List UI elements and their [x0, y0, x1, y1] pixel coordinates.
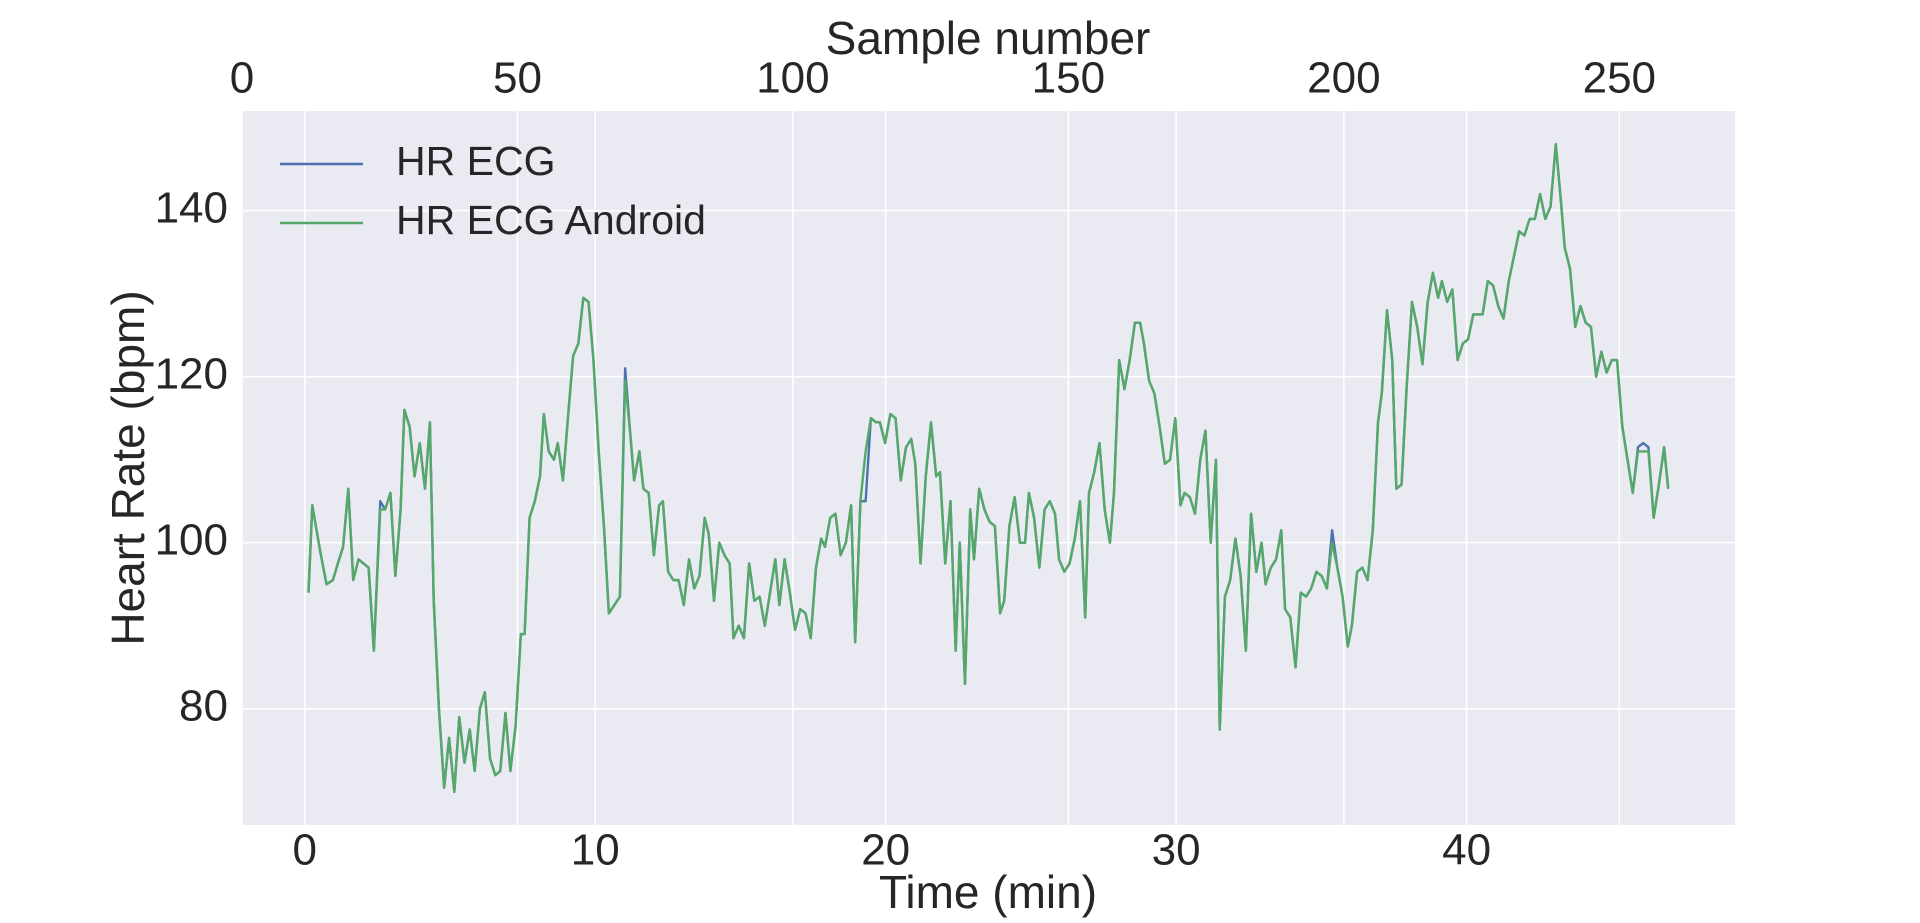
- x-tick-label: 10: [571, 826, 620, 875]
- plot-area: [242, 111, 1735, 825]
- x-tick-label: 20: [861, 826, 910, 875]
- series-line: [307, 143, 1670, 793]
- legend-label: HR ECG: [396, 138, 555, 184]
- legend-label: HR ECG Android: [396, 197, 706, 243]
- y-axis-label: Heart Rate (bpm): [102, 290, 154, 645]
- y-tick-label: 100: [155, 515, 228, 564]
- y-tick-label: 80: [179, 681, 228, 730]
- x2-tick-label: 250: [1583, 54, 1656, 103]
- x-axis-label: Time (min): [879, 866, 1097, 918]
- y-tick-label: 120: [155, 349, 228, 398]
- x-tick-label: 0: [292, 826, 316, 875]
- x2-tick-label: 50: [493, 54, 542, 103]
- x2-axis-label: Sample number: [826, 12, 1151, 64]
- x-tick-label: 30: [1152, 826, 1201, 875]
- x2-tick-label: 200: [1307, 54, 1380, 103]
- x2-tick-label: 150: [1032, 54, 1105, 103]
- x2-tick-label: 100: [756, 54, 829, 103]
- x-tick-label: 40: [1442, 826, 1491, 875]
- x2-tick-label: 0: [230, 54, 254, 103]
- y-tick-label: 140: [155, 183, 228, 232]
